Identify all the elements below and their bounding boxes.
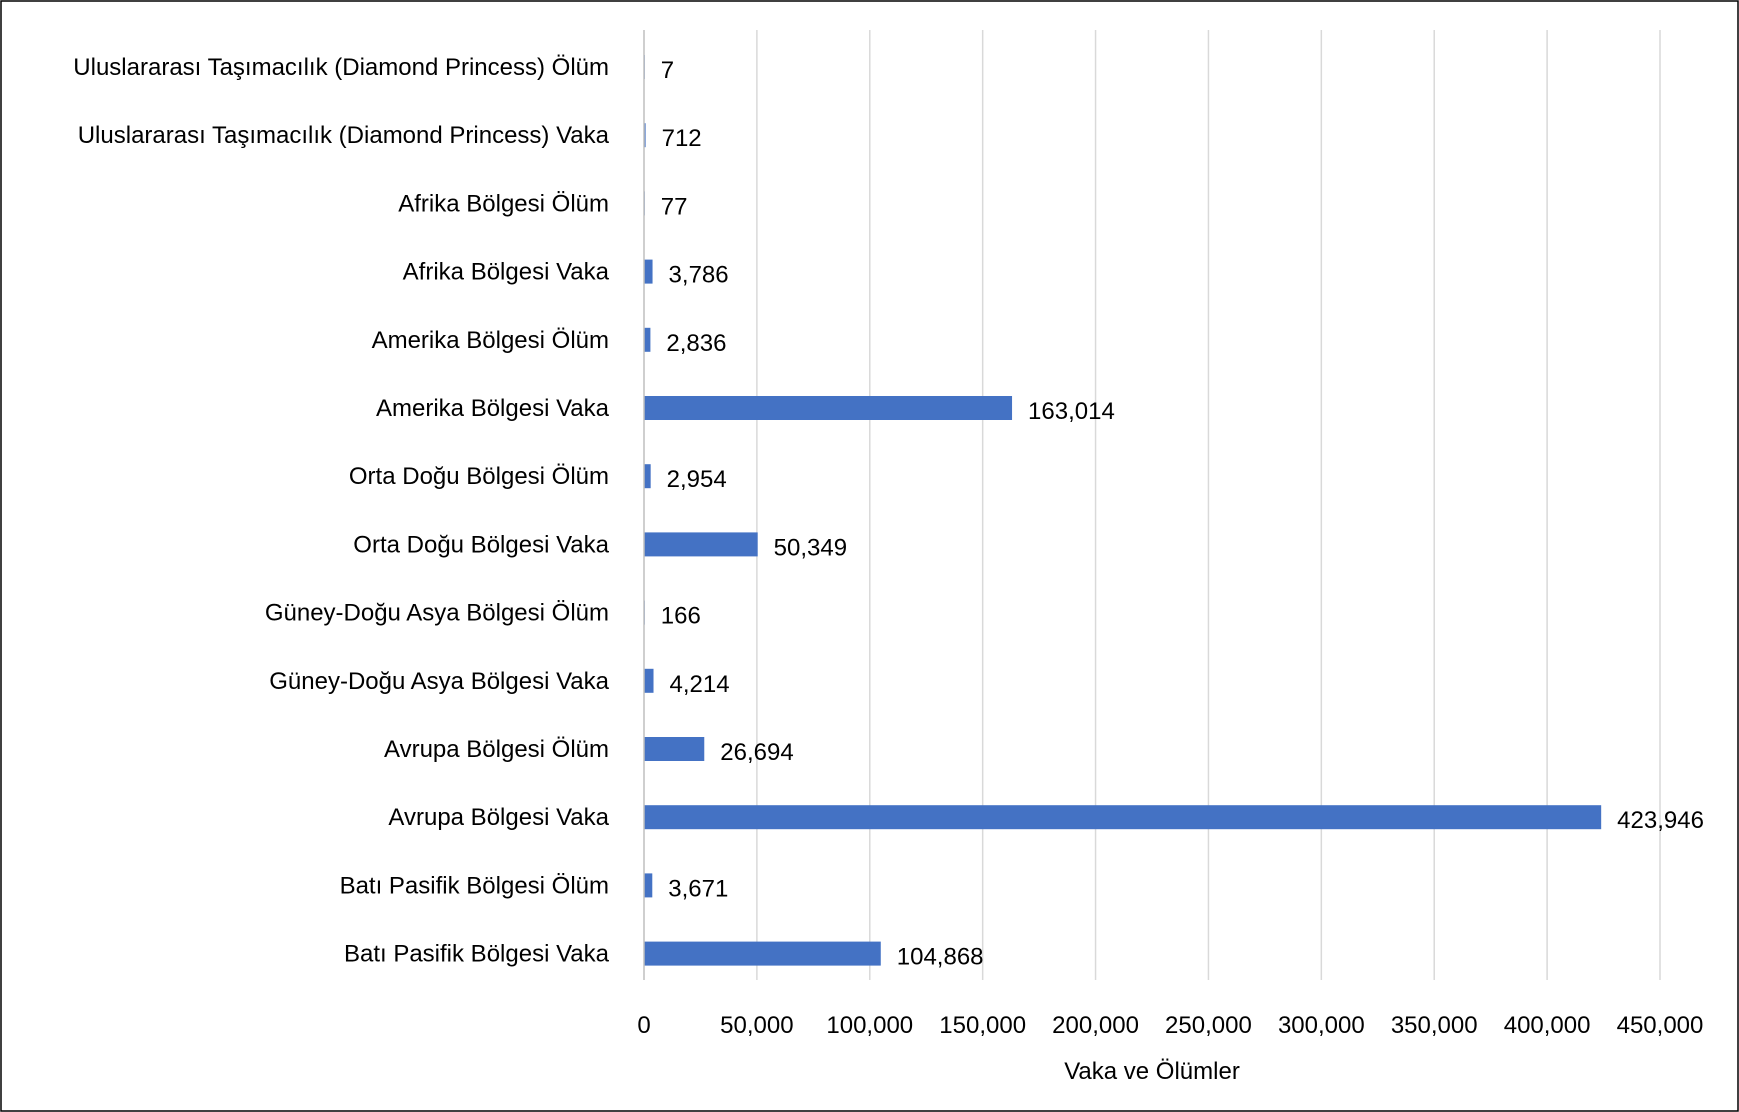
data-labels: 7 712 77 3,786 2,836 163,014 2,954 50,349 166 4,2… — [661, 57, 1704, 971]
data-label: 2,836 — [666, 330, 726, 357]
x-tick-label: 300,000 — [1278, 1012, 1365, 1039]
data-label: 3,671 — [668, 875, 728, 902]
bar-bati-pasifik-bolgesi-vaka — [644, 941, 881, 966]
bar-amerika-bolgesi-vaka — [644, 396, 1013, 420]
data-label: 712 — [662, 125, 702, 152]
x-tick-label: 400,000 — [1504, 1012, 1591, 1039]
category-labels: Uluslararası Taşımacılık (Diamond Prince… — [73, 54, 609, 968]
category-label: Amerika Bölgesi Ölüm — [372, 327, 609, 354]
x-tick-label: 450,000 — [1617, 1012, 1704, 1039]
data-label: 50,349 — [774, 534, 847, 561]
x-tick-label: 200,000 — [1052, 1012, 1139, 1039]
category-label: Batı Pasifik Bölgesi Ölüm — [340, 872, 609, 899]
data-label: 26,694 — [720, 739, 793, 766]
data-label: 104,868 — [897, 944, 984, 971]
data-label: 3,786 — [669, 262, 729, 289]
bar-avrupa-bolgesi-vaka — [644, 805, 1602, 830]
data-label: 423,946 — [1617, 807, 1704, 834]
category-label: Güney-Doğu Asya Bölgesi Vaka — [269, 668, 609, 695]
category-label: Batı Pasifik Bölgesi Vaka — [344, 941, 610, 968]
data-label: 7 — [661, 57, 674, 84]
x-tick-label: 50,000 — [720, 1012, 793, 1039]
x-tick-labels: 0 50,000 100,000 150,000 200,000 250,000 300,0… — [637, 1012, 1703, 1039]
category-label: Avrupa Bölgesi Vaka — [388, 804, 609, 831]
bar-bati-pasifik-bolgesi-olum — [644, 873, 653, 898]
x-axis-title: Vaka ve Ölümler — [1064, 1058, 1240, 1085]
category-label: Avrupa Bölgesi Ölüm — [384, 736, 609, 763]
category-label: Uluslararası Taşımacılık (Diamond Prince… — [73, 54, 609, 81]
bar-amerika-bolgesi-olum — [644, 327, 651, 352]
category-label: Afrika Bölgesi Ölüm — [398, 190, 609, 217]
category-label: Orta Doğu Bölgesi Ölüm — [349, 463, 609, 490]
x-tick-label: 250,000 — [1165, 1012, 1252, 1039]
bar-uluslararasi-tasimacilik-diamond-princess-vaka — [644, 123, 646, 148]
category-label: Afrika Bölgesi Vaka — [403, 259, 610, 286]
x-tick-label: 100,000 — [826, 1012, 913, 1039]
bars — [644, 55, 1602, 966]
data-label: 77 — [661, 193, 688, 220]
category-label: Güney-Doğu Asya Bölgesi Ölüm — [265, 600, 609, 627]
x-tick-label: 150,000 — [939, 1012, 1026, 1039]
bar-afrika-bolgesi-vaka — [644, 259, 653, 284]
data-label: 2,954 — [667, 466, 727, 493]
category-label: Amerika Bölgesi Vaka — [376, 395, 610, 422]
bar-avrupa-bolgesi-olum — [644, 737, 705, 761]
data-label: 4,214 — [670, 671, 730, 698]
bar-orta-dogu-bolgesi-olum — [644, 464, 651, 489]
x-tick-label: 0 — [637, 1012, 650, 1039]
category-label: Uluslararası Taşımacılık (Diamond Prince… — [78, 122, 610, 149]
category-label: Orta Doğu Bölgesi Vaka — [353, 531, 609, 558]
bar-guney-dogu-asya-bolgesi-vaka — [644, 668, 654, 693]
bar-orta-dogu-bolgesi-vaka — [644, 532, 758, 557]
data-label: 163,014 — [1028, 398, 1115, 425]
data-label: 166 — [661, 603, 701, 630]
x-tick-label: 350,000 — [1391, 1012, 1478, 1039]
